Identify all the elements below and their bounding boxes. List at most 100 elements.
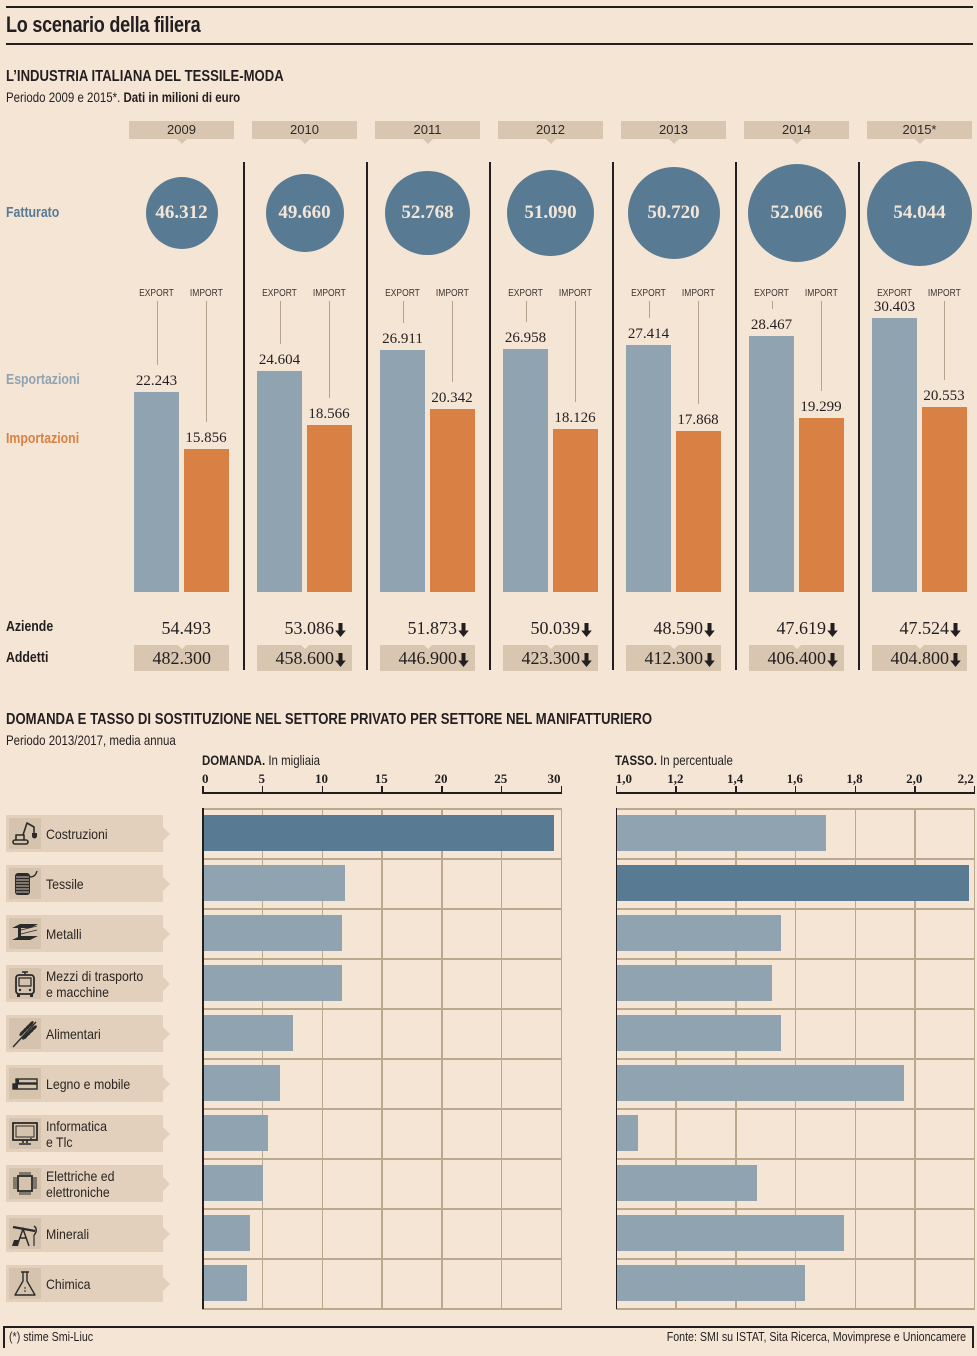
year-tab: 2010 (252, 121, 357, 144)
export-bar (626, 345, 671, 592)
aziende-value: 50.039 (503, 615, 598, 641)
import-bar (429, 408, 475, 592)
domanda-bar (203, 1015, 294, 1051)
domanda-tick-label: 0 (202, 771, 209, 786)
export-caption: EXPORT (631, 288, 666, 299)
aziende-value: 54.493 (134, 615, 229, 641)
addetti-value-number: 412.300 (644, 647, 704, 668)
import-leader-line (821, 301, 822, 392)
page-title-text: Lo scenario della filiera (6, 12, 201, 37)
domanda-tick-label: 20 (434, 771, 448, 786)
import-leader-line (944, 301, 945, 381)
year-tab: 2013 (621, 121, 726, 144)
export-value-label: 30.403 (873, 299, 916, 316)
year-tab: 2014 (744, 121, 849, 144)
domanda-tick-mark (560, 786, 562, 792)
domanda-bar (203, 1265, 247, 1301)
sector-label-line: Costruzioni (46, 825, 108, 842)
addetti-value: 412.300 (626, 645, 721, 671)
sector-label-box: Alimentari (6, 1015, 170, 1052)
domanda-tick-label: 15 (374, 771, 388, 786)
tasso-tick-mark (854, 786, 856, 792)
tasso-gridline-v (735, 808, 737, 1309)
import-caption: IMPORT (804, 288, 838, 299)
column-separator (366, 162, 368, 670)
tasso-tick-label: 1,4 (726, 771, 744, 786)
row-label-fatturato: Fatturato (6, 204, 60, 221)
top-rule (6, 6, 973, 8)
domanda-gridline-v (321, 808, 323, 1309)
domanda-gridline-v (261, 808, 264, 1309)
addetti-value: 482.300 (134, 645, 229, 671)
aziende-value-number: 53.086 (284, 617, 335, 638)
computer-monitor-icon (9, 1118, 41, 1149)
sector-label: Mezzi di trasporto e macchine (46, 965, 156, 1002)
row-label-esportazioni: Esportazioni (6, 371, 80, 388)
import-leader-line (698, 301, 699, 405)
tasso-tick-mark (735, 786, 737, 792)
column-separator (489, 162, 491, 670)
domanda-heading-bold: DOMANDA. (202, 752, 266, 768)
domanda-bar (203, 1215, 251, 1251)
export-caption: EXPORT (139, 288, 174, 299)
domanda-tick-mark (381, 786, 383, 792)
import-bar (552, 428, 598, 592)
tasso-tick-mark (794, 786, 797, 792)
footer-right-border (972, 1326, 974, 1348)
tasso-bar (617, 965, 773, 1001)
aziende-value: 47.524 (872, 615, 967, 641)
footer-source: Fonte: SMI su ISTAT, Sita Ricerca, Movim… (666, 1329, 966, 1344)
addetti-value-number: 458.600 (275, 647, 335, 668)
tasso-bar (617, 915, 782, 951)
aziende-value-number: 50.039 (530, 617, 581, 638)
tasso-bar (617, 1165, 758, 1201)
export-value-label: 27.414 (627, 326, 670, 343)
tasso-bar (617, 815, 827, 851)
section1-subtitle: Periodo 2009 e 2015*. Dati in milioni di… (6, 89, 292, 105)
down-arrow-icon (950, 621, 961, 637)
sector-label-line: Tessile (46, 875, 84, 892)
section1-title-text: L’INDUSTRIA ITALIANA DEL TESSILE-MODA (6, 68, 284, 85)
sector-label-line: e Tlc (46, 1133, 73, 1150)
tasso-axis-line (615, 792, 976, 794)
sector-label: Legno e mobile (46, 1065, 142, 1102)
import-caption: IMPORT (558, 288, 592, 299)
sector-label: Tessile (46, 865, 89, 902)
export-bar (503, 349, 548, 592)
thread-spool-icon (9, 868, 41, 899)
export-leader-line (156, 301, 158, 365)
domanda-gridline-v (441, 808, 443, 1309)
microchip-icon (9, 1168, 41, 1199)
export-value-label: 26.911 (382, 330, 423, 347)
aziende-value-number: 47.619 (776, 617, 827, 638)
tasso-tick-label: 1,8 (846, 771, 863, 786)
export-leader-line (279, 301, 281, 344)
sector-label-line: Legno e mobile (46, 1075, 131, 1092)
export-bar (749, 335, 794, 592)
sector-label-line: elettroniche (46, 1183, 110, 1200)
domanda-tick-mark (500, 786, 503, 792)
domanda-bar (203, 1065, 280, 1101)
sector-label-line: Elettriche ed (46, 1167, 115, 1184)
sector-label-box: Mezzi di trasporto e macchine (6, 965, 170, 1002)
down-arrow-icon (704, 621, 715, 637)
tasso-tick-label: 1,0 (615, 771, 632, 786)
sector-label-box: Tessile (6, 865, 170, 902)
domanda-gridline-v (500, 808, 503, 1309)
domanda-bar (203, 865, 345, 901)
domanda-tick-mark (261, 786, 264, 792)
import-value-label: 18.566 (308, 405, 350, 422)
fatturato-circle: 46.312 (145, 177, 218, 249)
import-caption: IMPORT (189, 288, 223, 299)
column-separator (858, 162, 860, 670)
domanda-tick-mark (441, 786, 443, 792)
domanda-tick-label: 10 (315, 771, 328, 786)
down-arrow-icon (950, 651, 961, 667)
section1-subtitle-bold: Dati in milioni di euro (123, 89, 241, 105)
import-value-label: 20.553 (923, 388, 965, 405)
addetti-value-number: 482.300 (152, 647, 212, 668)
section2-title-text: DOMANDA E TASSO DI SOSTITUZIONE NEL SETT… (6, 711, 653, 728)
fatturato-circle: 54.044 (867, 160, 972, 266)
tasso-gridline-v (854, 808, 856, 1309)
column-separator (612, 162, 614, 670)
